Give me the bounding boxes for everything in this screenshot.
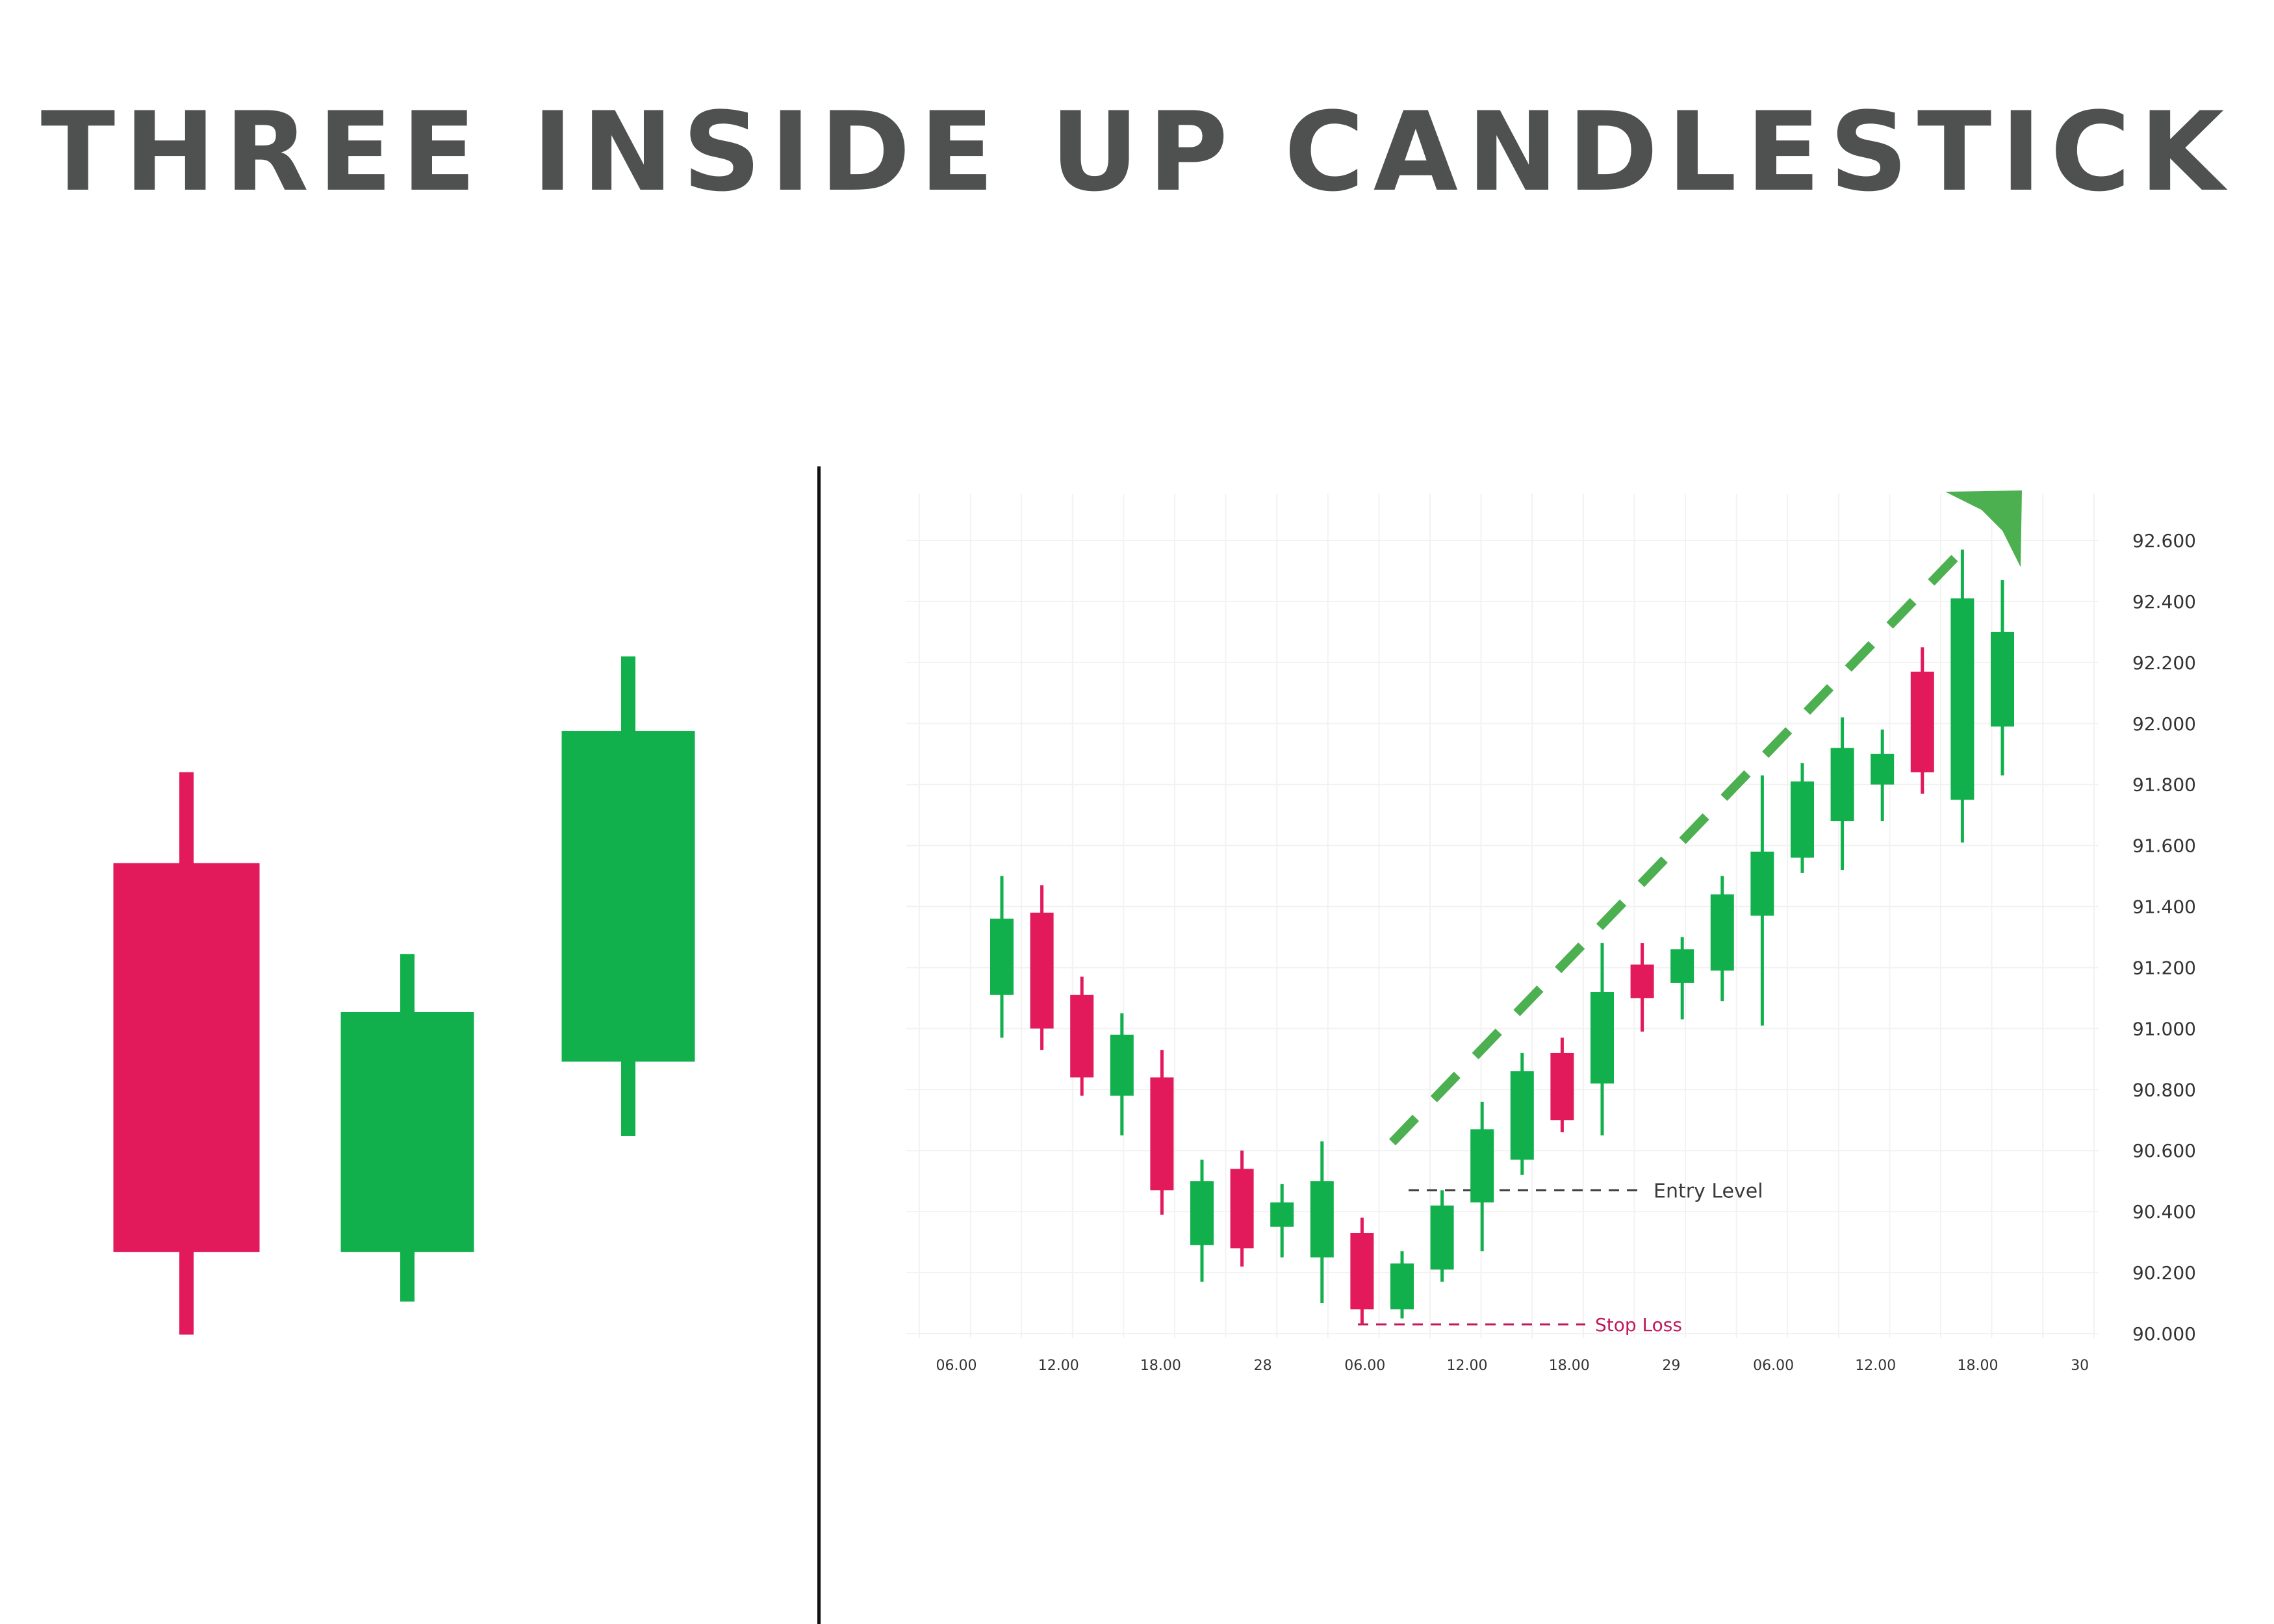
pattern-candle-2 [340, 954, 474, 1302]
candle [1350, 1217, 1374, 1325]
grid [906, 494, 2099, 1338]
candle-body [1550, 1052, 1574, 1121]
candle [1630, 943, 1654, 1032]
x-tick-label: 06.00 [1753, 1358, 1794, 1374]
candle [1591, 943, 1614, 1136]
pattern-candle-1 [113, 772, 260, 1335]
stop-loss-label: Stop Loss [1595, 1314, 1682, 1336]
candle [1830, 717, 1854, 870]
x-tick-label: 12.00 [1855, 1358, 1896, 1374]
candle-body [1670, 949, 1694, 983]
candle-body [1910, 671, 1934, 772]
three-inside-up-pattern [113, 656, 695, 1335]
y-tick-label: 91.200 [2132, 957, 2196, 978]
candle-body [1591, 992, 1614, 1084]
x-tick-label: 18.00 [1549, 1358, 1590, 1374]
candle-body [1470, 1129, 1494, 1203]
candle [990, 876, 1014, 1038]
x-tick-label: 18.00 [1140, 1358, 1181, 1374]
x-tick-label: 06.00 [1344, 1358, 1385, 1374]
candle-body [1230, 1169, 1254, 1249]
candle [1750, 775, 1774, 1026]
y-tick-label: 90.000 [2132, 1323, 2196, 1345]
candle [1270, 1184, 1294, 1258]
candle-body [1150, 1077, 1174, 1191]
candle [1871, 730, 1895, 822]
y-tick-label: 92.600 [2132, 530, 2196, 552]
candle-body [1510, 1071, 1534, 1160]
candle [1950, 550, 1974, 843]
x-tick-label: 28 [1254, 1358, 1272, 1374]
candle [1791, 763, 1814, 873]
candle-body [1991, 631, 2014, 727]
divider-line [817, 466, 821, 1624]
candle-body [1190, 1181, 1214, 1245]
x-tick-label: 30 [2071, 1358, 2089, 1374]
y-tick-label: 92.400 [2132, 591, 2196, 613]
pattern-candle-body [340, 1011, 474, 1252]
candle-body [1390, 1263, 1414, 1310]
y-tick-label: 92.200 [2132, 652, 2196, 674]
y-tick-label: 90.200 [2132, 1262, 2196, 1284]
pattern-candle-body [113, 863, 260, 1252]
candle [1510, 1052, 1534, 1175]
candle-body [1430, 1205, 1454, 1270]
candles [990, 550, 2014, 1325]
candle-body [1630, 964, 1654, 998]
candle-body [1710, 894, 1734, 971]
y-tick-label: 90.400 [2132, 1201, 2196, 1223]
candle [1190, 1160, 1214, 1282]
candle-body [990, 919, 1014, 995]
pattern-candle-body [561, 731, 695, 1062]
x-tick-label: 06.00 [936, 1358, 977, 1374]
candle-body [1950, 598, 1974, 800]
candle [1310, 1141, 1334, 1304]
candle [1030, 885, 1054, 1050]
y-tick-label: 91.600 [2132, 835, 2196, 857]
candle-body [1750, 852, 1774, 916]
y-tick-label: 90.800 [2132, 1079, 2196, 1100]
page-title: THREE INSIDE UP CANDLESTICK [40, 88, 2234, 216]
trend-arrow [1388, 490, 2022, 1146]
candle [1710, 876, 1734, 1002]
candle-body [1310, 1181, 1334, 1258]
candle-body [1871, 754, 1895, 785]
candle-body [1350, 1233, 1374, 1310]
candle [1070, 976, 1094, 1096]
candle-body [1070, 995, 1094, 1078]
candle-body [1791, 781, 1814, 858]
pattern-candle-3 [561, 656, 695, 1136]
x-tick-label: 18.00 [1958, 1358, 1999, 1374]
annotations: Entry Level Stop Loss [1358, 1180, 1763, 1336]
x-axis: 06.00 12.00 18.00 28 06.00 12.00 18.00 29 06.00 1… [936, 1358, 2089, 1374]
candle [1150, 1050, 1174, 1215]
y-tick-label: 92.000 [2132, 713, 2196, 735]
candle-body [1270, 1202, 1294, 1227]
candle [1110, 1013, 1134, 1136]
entry-level-label: Entry Level [1654, 1180, 1763, 1202]
candle [1390, 1251, 1414, 1319]
candle [1230, 1150, 1254, 1267]
x-tick-label: 12.00 [1447, 1358, 1488, 1374]
trend-arrow-head [1945, 490, 2022, 568]
trend-arrow-line [1388, 546, 1967, 1146]
y-axis: 92.600 92.400 92.200 92.000 91.800 91.600 91.4… [2132, 530, 2196, 1345]
y-tick-label: 90.600 [2132, 1140, 2196, 1161]
candle [1470, 1102, 1494, 1252]
y-tick-label: 91.000 [2132, 1018, 2196, 1039]
candle [1670, 937, 1694, 1020]
candle-body [1110, 1034, 1134, 1096]
candle [1910, 647, 1934, 794]
candle-body [1830, 748, 1854, 822]
x-tick-label: 29 [1662, 1358, 1680, 1374]
candle [1991, 580, 2014, 776]
y-tick-label: 91.400 [2132, 896, 2196, 918]
candle-body [1030, 912, 1054, 1029]
candle [1550, 1037, 1574, 1133]
y-tick-label: 91.800 [2132, 774, 2196, 796]
x-tick-label: 12.00 [1038, 1358, 1079, 1374]
candle [1430, 1190, 1454, 1282]
